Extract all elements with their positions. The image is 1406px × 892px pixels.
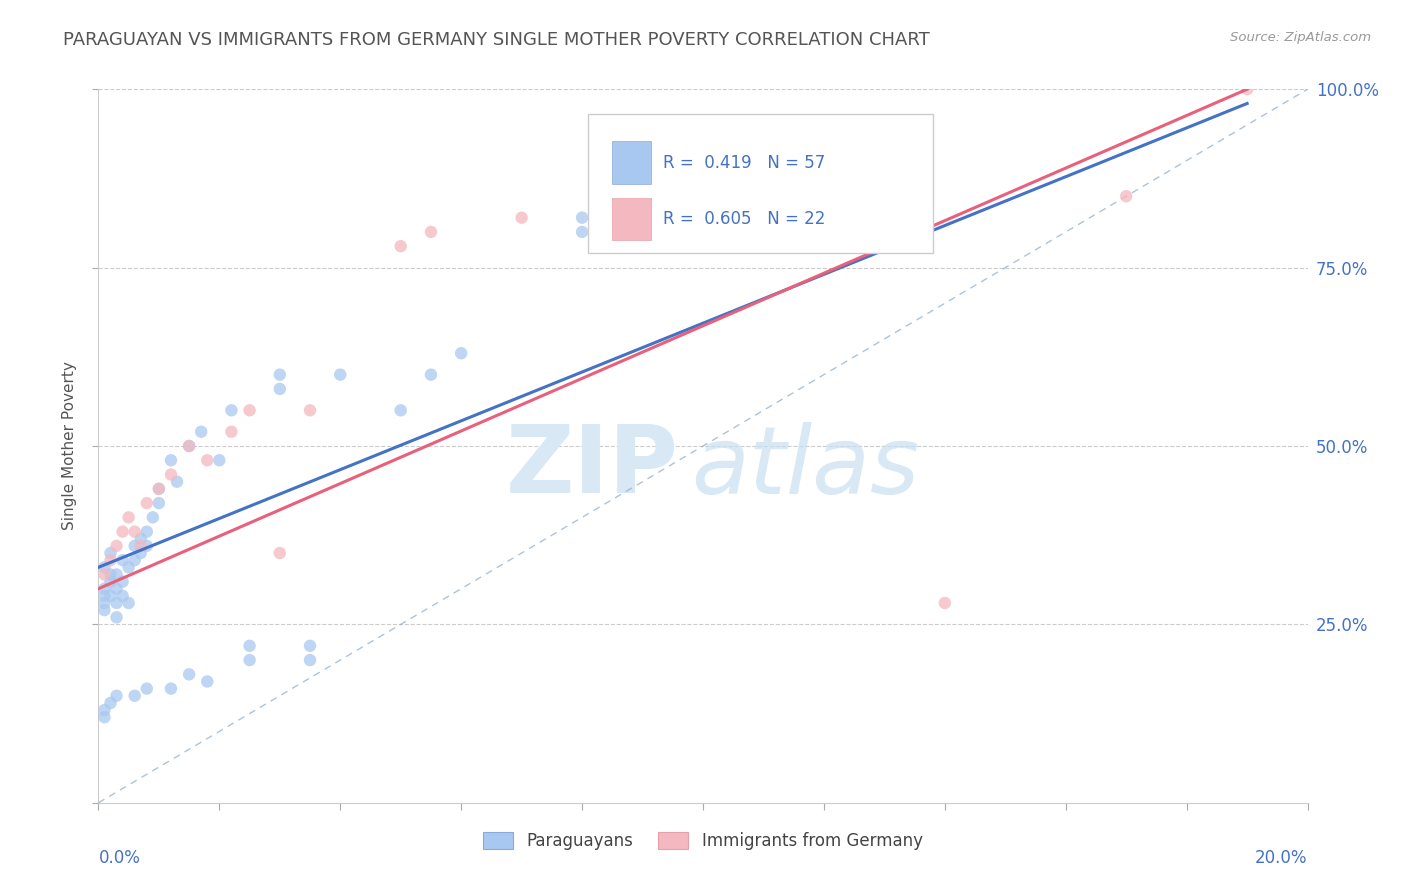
Point: [329, 368, 352, 382]
Point: [100, 574, 122, 589]
Point: [190, 425, 212, 439]
Point: [105, 539, 128, 553]
Point: [100, 589, 122, 603]
Point: [269, 546, 291, 560]
Point: [571, 211, 593, 225]
Text: atlas: atlas: [690, 422, 920, 513]
Point: [450, 346, 472, 360]
Point: [269, 368, 291, 382]
Point: [93, 603, 115, 617]
Legend: Paraguayans, Immigrants from Germany: Paraguayans, Immigrants from Germany: [475, 824, 931, 859]
Point: [105, 689, 128, 703]
FancyBboxPatch shape: [613, 142, 651, 184]
Point: [510, 211, 533, 225]
Point: [221, 403, 243, 417]
Point: [100, 546, 122, 560]
Point: [239, 403, 262, 417]
Point: [93, 710, 115, 724]
Point: [299, 403, 322, 417]
Point: [148, 496, 170, 510]
Point: [692, 211, 714, 225]
Point: [129, 539, 152, 553]
Point: [420, 368, 443, 382]
Point: [299, 639, 322, 653]
Point: [420, 225, 443, 239]
Point: [239, 653, 262, 667]
Point: [299, 653, 322, 667]
Point: [571, 225, 593, 239]
Point: [135, 539, 157, 553]
FancyBboxPatch shape: [613, 198, 651, 240]
Point: [179, 439, 201, 453]
Text: R =  0.419   N = 57: R = 0.419 N = 57: [664, 153, 825, 171]
Point: [93, 582, 115, 596]
Point: [692, 225, 714, 239]
Text: 0.0%: 0.0%: [98, 849, 141, 867]
Point: [118, 510, 141, 524]
Point: [269, 382, 291, 396]
Point: [148, 482, 170, 496]
Point: [100, 567, 122, 582]
Point: [105, 567, 128, 582]
Text: R =  0.605   N = 22: R = 0.605 N = 22: [664, 210, 825, 227]
Point: [124, 553, 146, 567]
Text: 20.0%: 20.0%: [1256, 849, 1308, 867]
Point: [389, 403, 412, 417]
Point: [208, 453, 231, 467]
Point: [124, 689, 146, 703]
Point: [142, 510, 165, 524]
Point: [93, 567, 115, 582]
Point: [129, 546, 152, 560]
Point: [389, 239, 412, 253]
Y-axis label: Single Mother Poverty: Single Mother Poverty: [62, 361, 77, 531]
Text: PARAGUAYAN VS IMMIGRANTS FROM GERMANY SINGLE MOTHER POVERTY CORRELATION CHART: PARAGUAYAN VS IMMIGRANTS FROM GERMANY SI…: [63, 31, 929, 49]
Point: [105, 596, 128, 610]
Point: [129, 532, 152, 546]
Point: [179, 439, 201, 453]
Point: [239, 639, 262, 653]
Point: [160, 453, 183, 467]
Point: [111, 524, 134, 539]
Point: [93, 703, 115, 717]
Point: [166, 475, 188, 489]
Point: [221, 425, 243, 439]
Point: [93, 589, 115, 603]
Point: [148, 482, 170, 496]
Point: [100, 696, 122, 710]
Point: [105, 582, 128, 596]
Point: [160, 681, 183, 696]
Point: [111, 574, 134, 589]
Point: [1236, 82, 1258, 96]
Point: [118, 560, 141, 574]
Point: [135, 496, 157, 510]
Point: [752, 225, 775, 239]
Point: [93, 596, 115, 610]
Point: [118, 596, 141, 610]
Point: [124, 524, 146, 539]
Point: [93, 560, 115, 574]
Point: [105, 610, 128, 624]
Point: [1115, 189, 1137, 203]
Point: [124, 539, 146, 553]
Point: [179, 667, 201, 681]
Text: ZIP: ZIP: [506, 421, 679, 514]
FancyBboxPatch shape: [588, 114, 932, 253]
Point: [135, 524, 157, 539]
Point: [111, 553, 134, 567]
Point: [195, 453, 218, 467]
Point: [195, 674, 218, 689]
Point: [934, 596, 956, 610]
Text: Source: ZipAtlas.com: Source: ZipAtlas.com: [1230, 31, 1371, 45]
Point: [100, 553, 122, 567]
Point: [135, 681, 157, 696]
Point: [160, 467, 183, 482]
Point: [111, 589, 134, 603]
